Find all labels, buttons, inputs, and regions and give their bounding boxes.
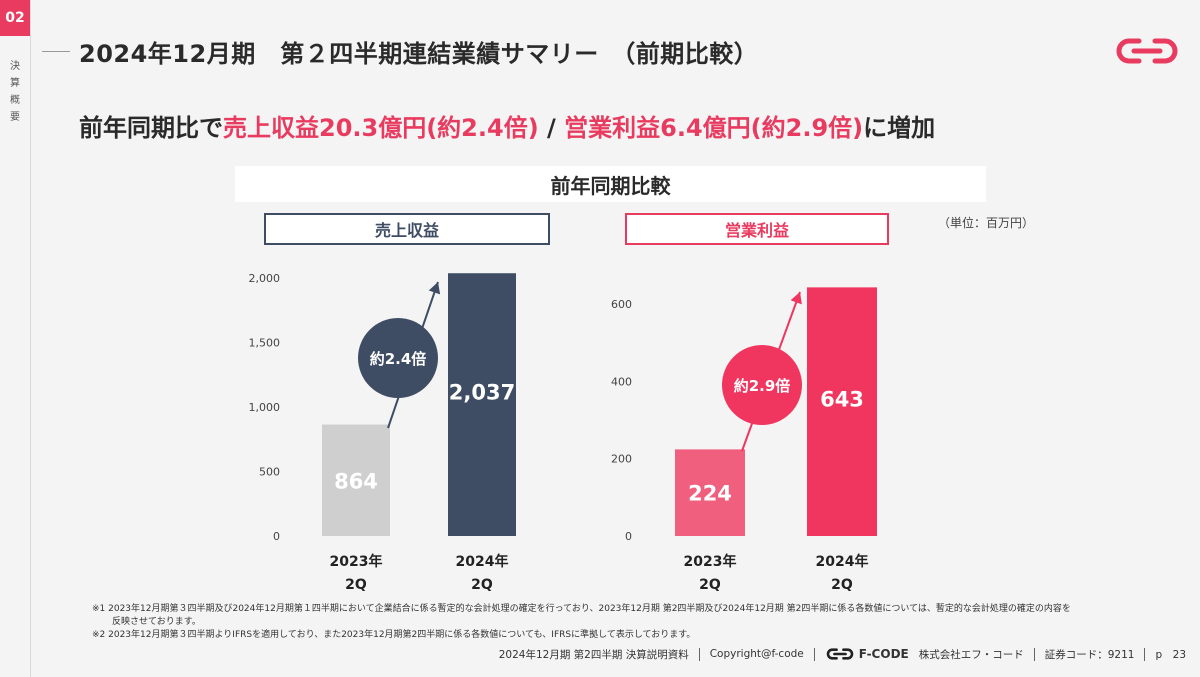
- x-category-label-line2: 2Q: [699, 577, 721, 593]
- f-code-small-logo-icon: [826, 648, 854, 660]
- growth-ratio-label: 約2.9倍: [734, 377, 791, 395]
- footnotes: ※1 2023年12月期第３四半期及び2024年12月期第１四半期において企業結…: [92, 603, 1187, 642]
- section-label-char: 要: [10, 112, 20, 123]
- x-category-label-line2: 2Q: [345, 577, 367, 593]
- footer-page: p 23: [1155, 648, 1186, 661]
- footer-brand-name: F-CODE: [858, 647, 909, 661]
- y-tick-label: 0: [625, 530, 632, 543]
- footer-ticker: 証券コード：9211: [1044, 648, 1135, 661]
- section-number-badge: 02: [0, 0, 30, 36]
- footer-company: 株式会社エフ・コード: [918, 648, 1024, 661]
- footer: 2024年12月期 第2四半期 決算説明資料 Copyright@f-code …: [499, 646, 1186, 662]
- y-tick-label: 1,000: [249, 401, 281, 414]
- growth-arrow-head-icon: [428, 282, 441, 295]
- footnote-2: ※2 2023年12月期第３四半期よりIFRSを適用しており、また2023年12…: [92, 630, 696, 640]
- comparison-title: 前年同期比較: [235, 166, 986, 202]
- unit-label: （単位：百万円）: [938, 216, 1035, 230]
- footer-separator: [1033, 647, 1035, 661]
- growth-ratio-label: 約2.4倍: [370, 350, 427, 368]
- bar: [322, 424, 390, 536]
- bar-value-label: 224: [688, 482, 732, 506]
- bar-value-label: 643: [820, 388, 864, 412]
- footer-doc-title: 2024年12月期 第2四半期 決算説明資料: [498, 648, 689, 661]
- footnote-1-cont: 反映させております。: [92, 617, 201, 627]
- y-tick-label: 0: [273, 530, 280, 543]
- y-tick-label: 500: [259, 466, 280, 479]
- headline-slash: /: [538, 114, 565, 142]
- section-sidebar: 02 決 算 概 要: [0, 0, 31, 677]
- y-tick-label: 2,000: [249, 272, 281, 285]
- x-category-label-line1: 2024年: [816, 553, 869, 570]
- growth-ratio-bubble: [358, 318, 438, 398]
- section-label: 決 算 概 要: [6, 58, 24, 126]
- headline-profit: 営業利益6.4億円(約2.9倍): [564, 114, 864, 142]
- bar: [448, 273, 516, 536]
- title-divider: [42, 51, 70, 52]
- y-tick-label: 600: [611, 298, 632, 311]
- x-category-label-line2: 2Q: [831, 577, 853, 593]
- footer-brand: F-CODE: [825, 646, 909, 662]
- section-label-char: 概: [10, 95, 20, 106]
- bar: [675, 449, 745, 536]
- f-code-logo-icon: [1116, 38, 1178, 64]
- bar: [807, 287, 877, 536]
- headline-suffix: に増加: [863, 114, 936, 142]
- footnote-1: ※1 2023年12月期第３四半期及び2024年12月期第１四半期において企業結…: [92, 604, 1071, 614]
- footer-separator: [1144, 647, 1146, 661]
- y-tick-label: 200: [611, 453, 632, 466]
- headline: 前年同期比で売上収益20.3億円(約2.4倍) / 営業利益6.4億円(約2.9…: [79, 108, 935, 143]
- page-title: 2024年12月期 第２四半期連結業績サマリー （前期比較）: [79, 40, 759, 68]
- operating-profit-chart-label: 営業利益: [625, 213, 889, 245]
- footer-separator: [813, 647, 815, 661]
- x-category-label-line1: 2023年: [684, 553, 737, 570]
- bar-value-label: 2,037: [449, 380, 515, 404]
- y-tick-label: 1,500: [249, 337, 281, 350]
- headline-sales: 売上収益20.3億円(約2.4倍): [223, 114, 539, 142]
- x-category-label-line1: 2023年: [330, 553, 383, 570]
- section-label-char: 算: [10, 78, 20, 89]
- growth-arrow-head-icon: [790, 292, 802, 305]
- footer-separator: [698, 647, 700, 661]
- growth-ratio-bubble: [722, 345, 802, 425]
- section-label-char: 決: [10, 61, 20, 72]
- sales-chart-label: 売上収益: [264, 213, 550, 245]
- x-category-label-line2: 2Q: [471, 577, 493, 593]
- headline-prefix: 前年同期比で: [79, 114, 223, 142]
- y-tick-label: 400: [611, 375, 632, 388]
- bar-value-label: 864: [334, 469, 378, 493]
- footer-copyright: Copyright@f-code: [709, 648, 804, 660]
- x-category-label-line1: 2024年: [456, 553, 509, 570]
